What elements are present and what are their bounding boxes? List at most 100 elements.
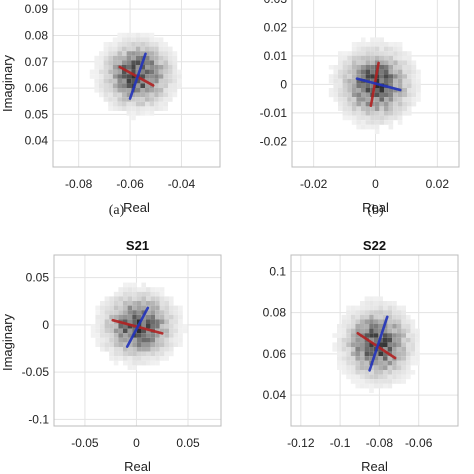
histogram-cell [113,310,119,315]
histogram-cell [141,291,146,297]
histogram-cell [361,111,366,116]
histogram-cell [416,78,421,84]
histogram-cell [393,51,398,56]
histogram-cell [356,97,361,102]
histogram-cell [341,351,347,357]
y-tick-label: 0.04 [25,134,49,148]
histogram-cell [388,65,394,70]
histogram-cell [337,337,342,343]
histogram-cell [112,74,118,79]
histogram-cell [342,83,348,88]
histogram-cell [338,74,343,79]
histogram-cell [103,88,109,93]
histogram-cell [383,351,388,357]
histogram-cell [374,111,380,116]
histogram-cell [103,60,109,65]
histogram-cell [126,46,132,52]
histogram-cell [140,111,145,116]
histogram-cell [149,37,155,42]
histogram-cell [103,55,109,61]
histogram-cell [95,310,100,315]
histogram-cell [355,365,360,370]
histogram-cell [397,97,403,102]
histogram-cell [360,360,365,366]
histogram-cell [387,365,393,370]
histogram-cell [393,111,398,116]
histogram-cell [333,69,338,75]
histogram-cell [118,310,123,315]
histogram-cell [361,42,366,47]
histogram-cell [118,305,123,311]
histogram-cell [383,383,388,389]
histogram-cell [364,347,370,352]
histogram-cell [112,106,118,111]
histogram-cell [402,78,407,84]
histogram-cell [384,115,389,121]
histogram-cell [136,337,142,343]
histogram-cell [123,287,128,292]
histogram-cell [163,65,168,70]
histogram-cell [383,370,388,375]
axes-frame [53,254,222,427]
histogram-cell [369,301,374,306]
histogram-cell [117,60,122,65]
histogram-cell [364,379,370,384]
histogram-cell [383,356,388,361]
histogram-cell [113,301,119,306]
histogram-cell [108,69,113,75]
histogram-cell [127,305,133,311]
histogram-cell [411,83,417,88]
y-tick-label: 0.02 [264,20,288,34]
histogram-cell [393,42,398,47]
histogram-cell [370,111,375,116]
histogram-cell [407,88,412,93]
histogram-cell [140,69,145,75]
histogram-cell [410,337,416,343]
histogram-cell [410,328,416,334]
histogram-cell [341,319,347,324]
histogram-cell [360,374,365,380]
histogram-cell [397,46,403,52]
histogram-cell [416,69,421,75]
histogram-cell [173,305,179,311]
histogram-cell [411,97,417,102]
histogram-cell [136,291,142,297]
histogram-cell [140,32,145,38]
histogram-cell [126,65,132,70]
histogram-cell [158,106,164,111]
histogram-cell [103,46,109,52]
histogram-cell [109,337,114,343]
histogram-cell [384,46,389,52]
histogram-cell [387,319,393,324]
histogram-cell [361,115,366,121]
histogram-cell [384,111,389,116]
histogram-cell [337,351,342,357]
histogram-cell [392,337,397,343]
histogram-cell [146,287,151,292]
histogram-cell [150,296,156,301]
histogram-cell [172,51,178,56]
histogram-cell [402,97,407,102]
histogram-cell [346,351,351,357]
histogram-cell [374,51,380,56]
histogram-cell [374,46,380,52]
histogram-cell [341,324,347,329]
histogram-cell [361,37,366,42]
histogram-cell [173,337,179,343]
histogram-cell [149,69,155,75]
histogram-cell [146,337,151,343]
histogram-cell [168,88,173,93]
histogram-cell [373,296,379,301]
histogram-cell [342,97,348,102]
histogram-cell [159,314,165,320]
histogram-cell [135,101,141,107]
y-tick-label: 0.05 [25,107,49,121]
histogram-cell [154,92,159,98]
histogram-cell [356,120,361,125]
histogram-cell [415,337,420,343]
histogram-cell [415,342,420,347]
histogram-cell [100,333,105,338]
histogram-cell [146,291,151,297]
histogram-cell [140,37,145,42]
x-axis-label: Real [124,459,151,474]
